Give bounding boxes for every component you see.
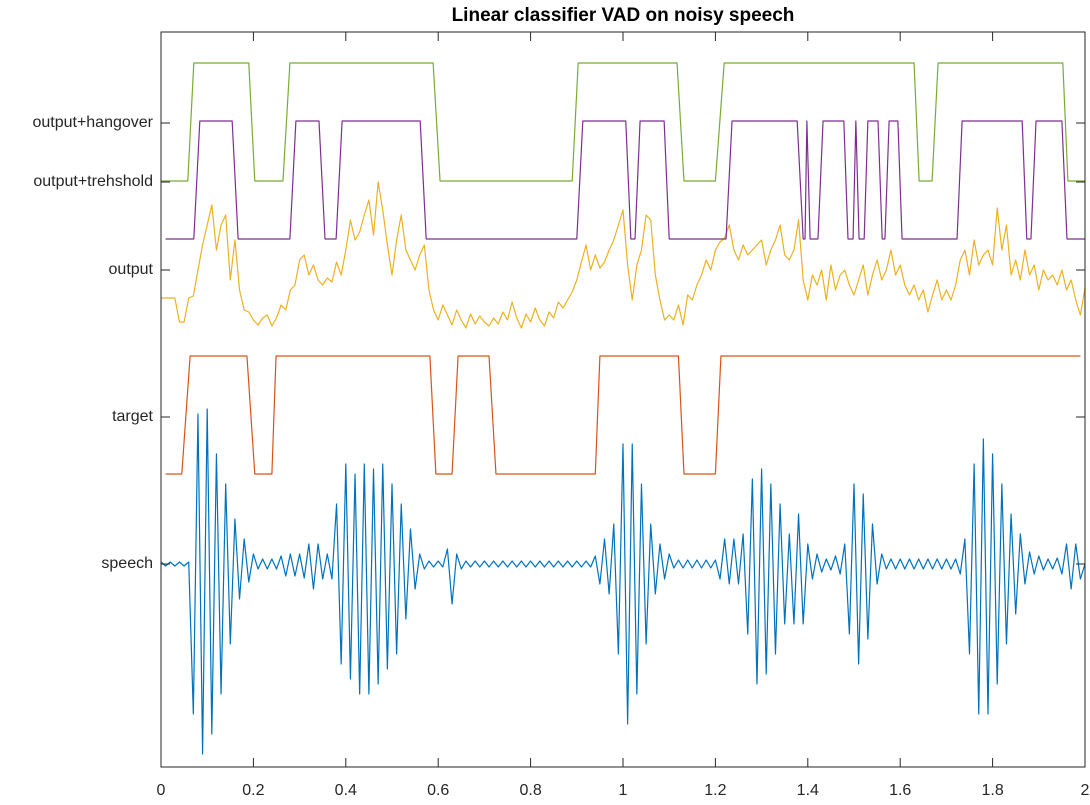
- x-tick-label: 0.4: [335, 782, 357, 799]
- y-tick-label: output+hangover: [32, 114, 153, 131]
- x-tick-label: 1.8: [981, 782, 1003, 799]
- x-tick-label: 1.2: [704, 782, 726, 799]
- x-tick-label: 0.2: [242, 782, 264, 799]
- x-tick-label: 0.6: [427, 782, 449, 799]
- x-tick-label: 1.4: [797, 782, 819, 799]
- series-line: [161, 62, 1085, 182]
- y-tick-label: output: [109, 261, 154, 278]
- x-tick-label: 1.6: [889, 782, 911, 799]
- series-line: [165, 120, 1085, 240]
- y-tick-label: output+trehshold: [33, 173, 153, 190]
- series-line: [160, 408, 1086, 755]
- series-line: [161, 181, 1086, 329]
- x-tick-label: 2: [1081, 782, 1090, 799]
- x-tick-label: 0: [157, 782, 166, 799]
- y-tick-label: target: [112, 408, 153, 425]
- series-line: [165, 355, 1081, 475]
- x-tick-label: 1: [619, 782, 628, 799]
- y-tick-label: speech: [101, 555, 153, 572]
- x-tick-label: 0.8: [519, 782, 541, 799]
- axes-frame: [160, 31, 1086, 768]
- chart-title: Linear classifier VAD on noisy speech: [452, 5, 795, 26]
